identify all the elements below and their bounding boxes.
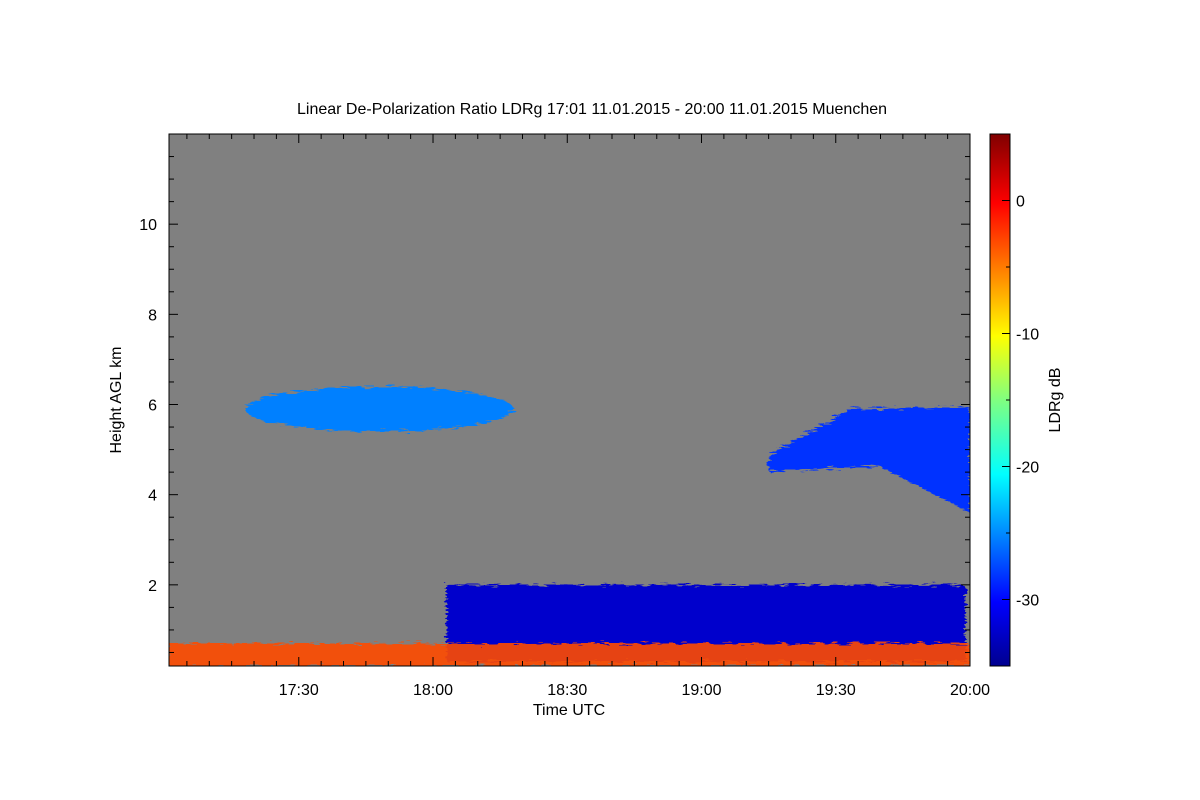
x-tick-label: 18:30 xyxy=(547,682,587,699)
colorbar-label: LDRg dB xyxy=(1047,368,1064,433)
y-axis: 2 4 6 8 10 xyxy=(139,133,970,653)
x-axis: 17:30 18:00 18:30 19:00 19:30 20:00 xyxy=(186,134,990,699)
y-tick-label: 8 xyxy=(148,307,157,324)
y-tick-label: 10 xyxy=(139,217,157,234)
x-axis-label: Time UTC xyxy=(533,702,605,719)
x-tick-label: 19:00 xyxy=(681,682,721,699)
x-tick-label: 19:30 xyxy=(816,682,856,699)
feature-0 xyxy=(245,386,514,432)
feature-2 xyxy=(768,407,970,513)
chart-title: Linear De-Polarization Ratio LDRg 17:01 … xyxy=(297,101,887,118)
x-tick-label: 17:30 xyxy=(279,682,319,699)
y-axis-label: Height AGL km xyxy=(108,346,125,453)
feature-3 xyxy=(169,643,970,666)
colorbar-tick-label: 0 xyxy=(1016,194,1025,211)
plot-frame xyxy=(168,133,971,667)
colorbar-tick-label: -10 xyxy=(1016,327,1039,344)
colorbar-ticks: 0 -10 -20 -30 xyxy=(1002,194,1039,610)
colorbar-tick-label: -30 xyxy=(1016,593,1039,610)
x-tick-label: 18:00 xyxy=(413,682,453,699)
y-tick-label: 6 xyxy=(148,398,157,415)
colorbar-tick-label: -20 xyxy=(1016,460,1039,477)
x-tick-label: 20:00 xyxy=(950,682,990,699)
features-layer xyxy=(169,386,970,666)
y-tick-label: 4 xyxy=(148,488,157,505)
y-tick-label: 2 xyxy=(148,578,157,595)
